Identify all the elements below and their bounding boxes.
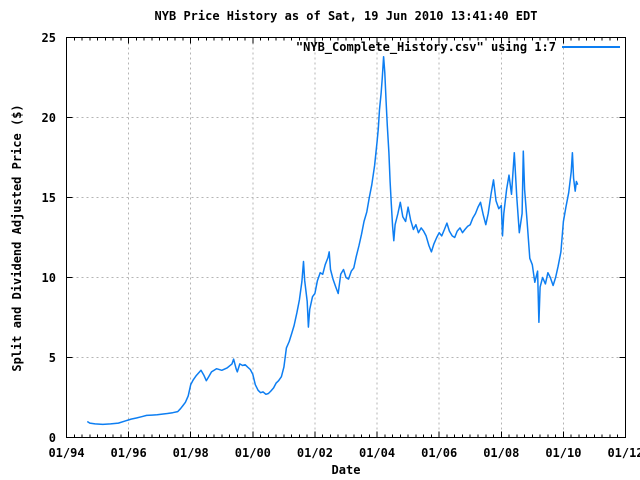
chart-title: NYB Price History as of Sat, 19 Jun 2010… [154,9,538,23]
x-tick-label: 01/12 [607,446,640,460]
x-tick-label: 01/94 [48,446,85,460]
x-tick-label: 01/96 [110,446,147,460]
x-axis-label: Date [331,463,361,477]
y-tick-label: 0 [48,430,56,445]
y-tick-label: 25 [41,30,56,45]
y-axis-label: Split and Dividend Adjusted Price ($) [10,104,24,372]
plot-border [66,37,626,438]
x-tick-label: 01/06 [421,446,458,460]
legend-entry-label: "NYB_Complete_History.csv" using 1:7 [295,40,556,54]
x-tick-label: 01/98 [172,446,209,460]
legend-line-sample [562,46,620,48]
x-tick-label: 01/02 [296,446,333,460]
price-history-line [86,55,579,426]
y-tick-label: 10 [41,270,56,285]
x-tick-label: 01/08 [483,446,520,460]
x-tick-label: 01/00 [234,446,271,460]
x-tick-label: 01/04 [358,446,396,460]
y-tick-label: 15 [41,190,56,205]
y-tick-label: 5 [48,350,56,365]
x-tick-label: 01/10 [545,446,582,460]
y-tick-label: 20 [41,110,56,125]
